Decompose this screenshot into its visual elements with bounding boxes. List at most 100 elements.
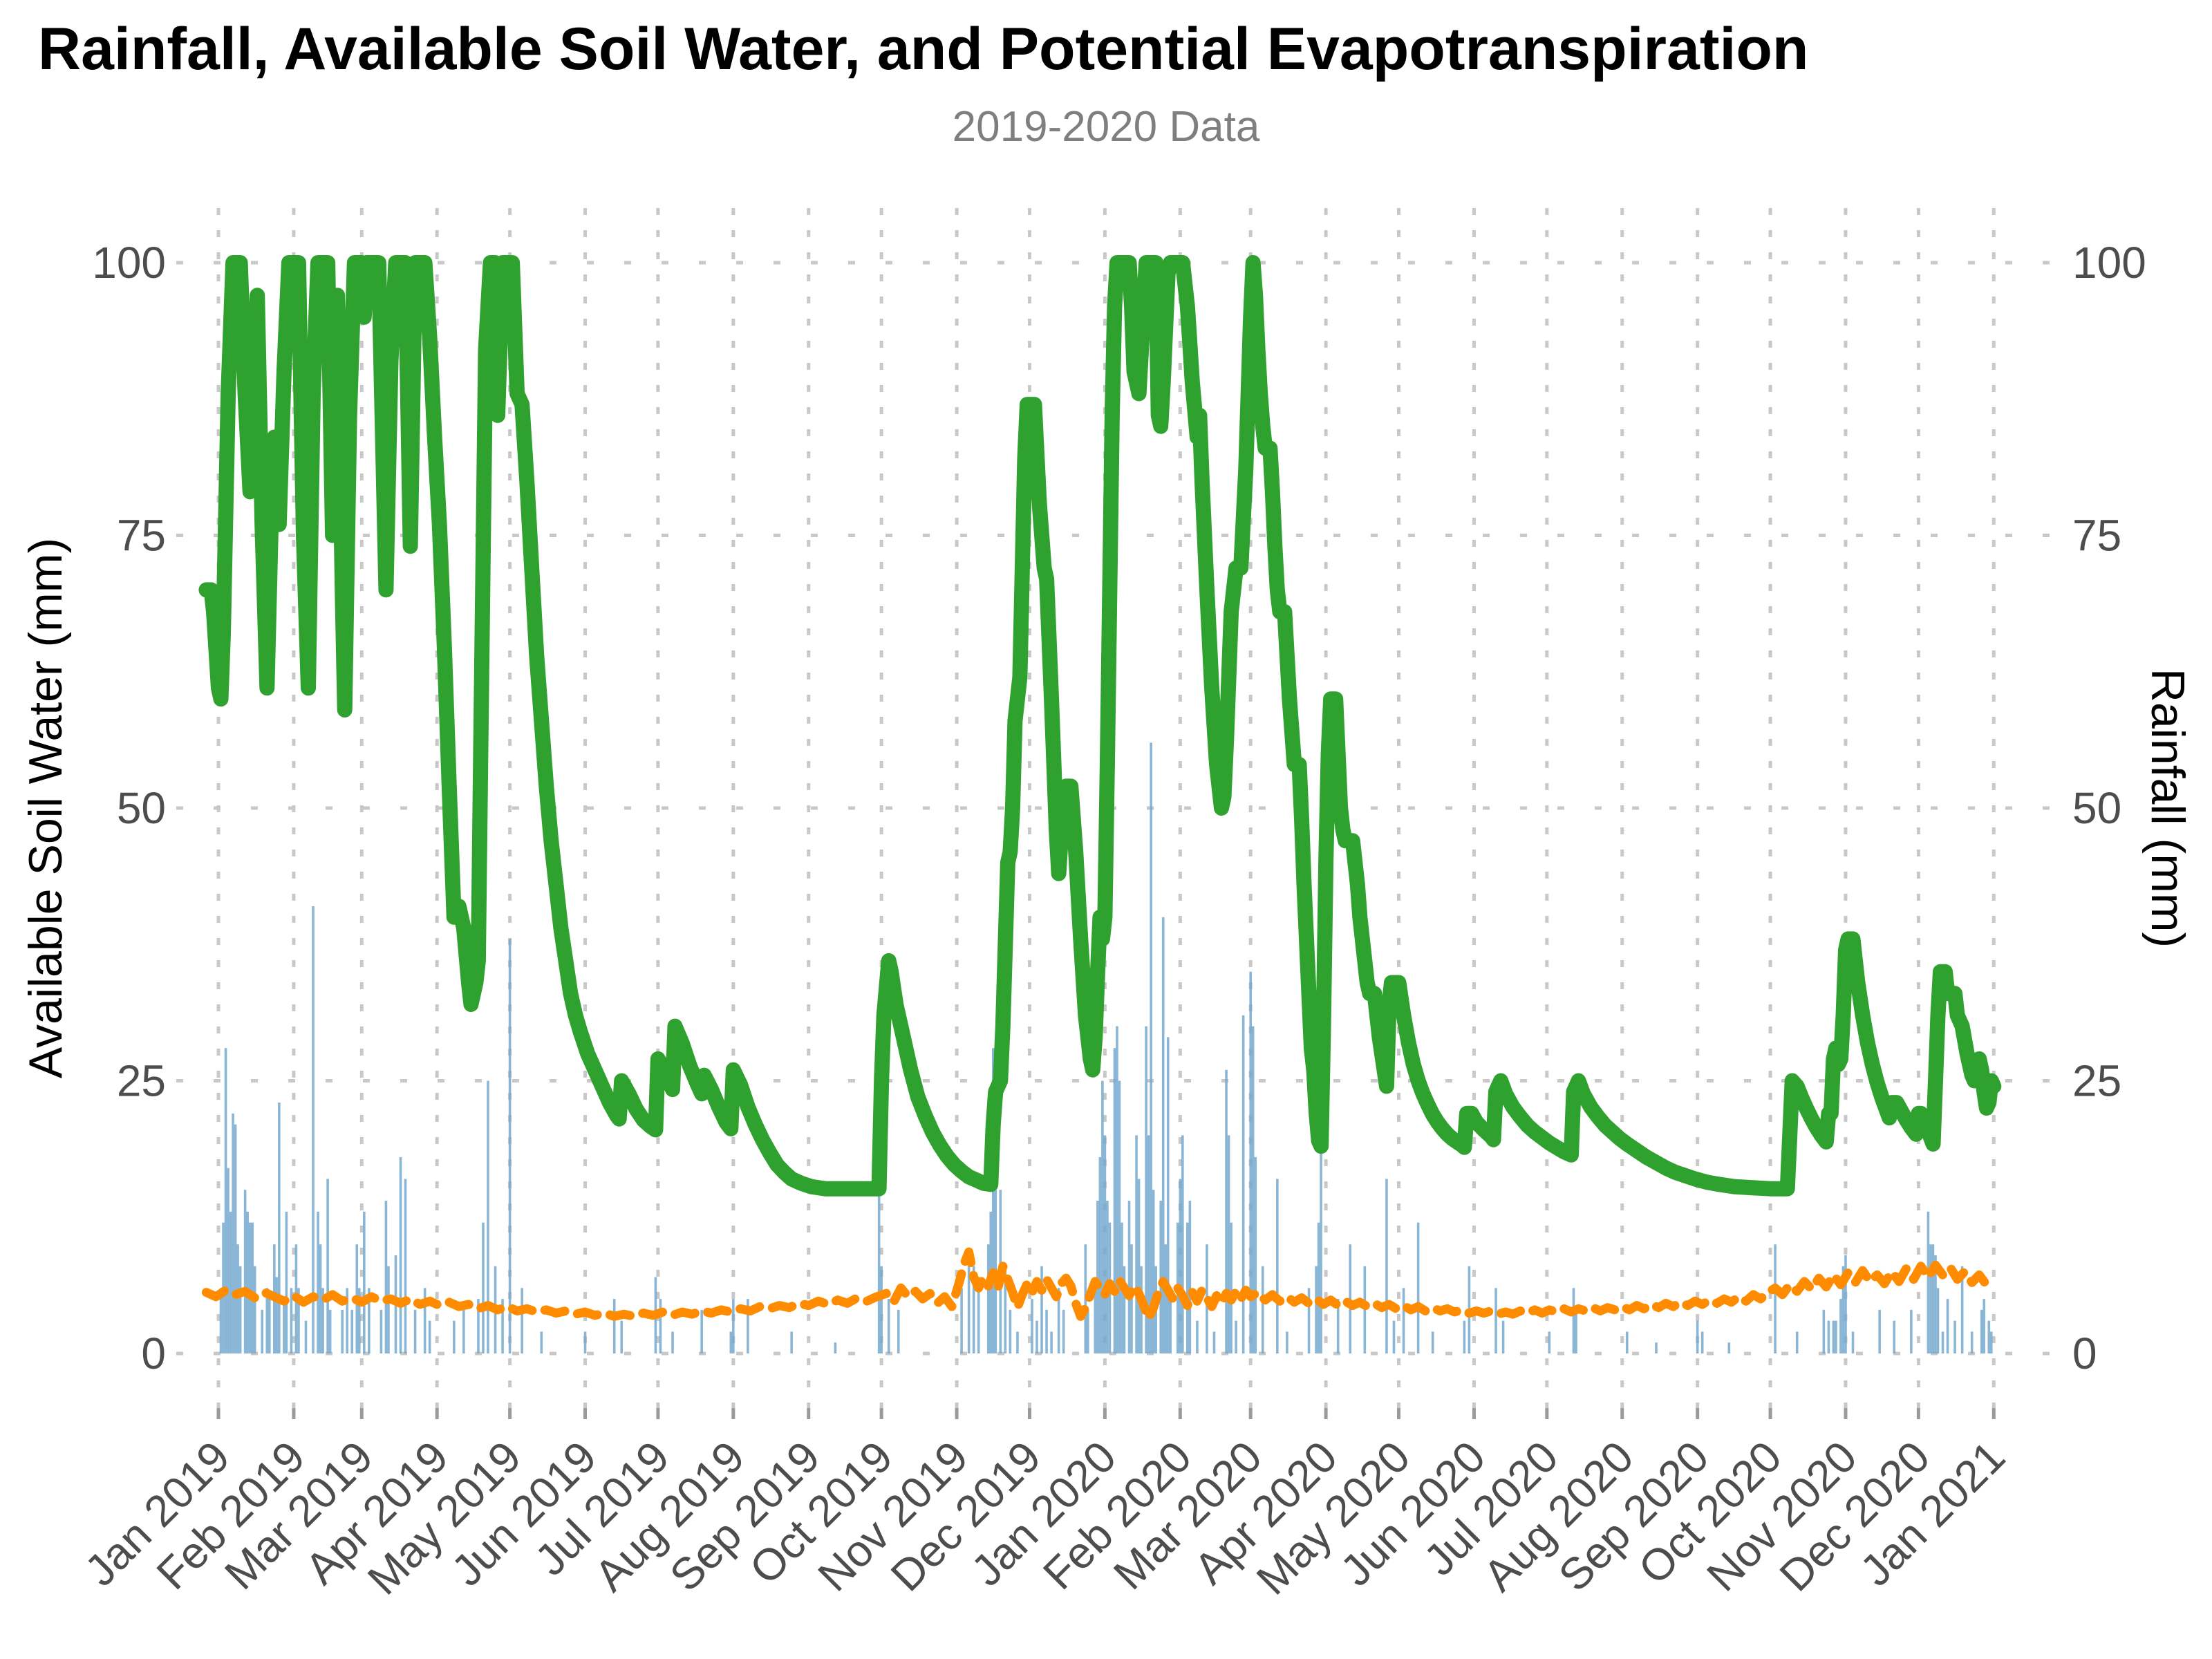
rain-bar bbox=[887, 1299, 890, 1353]
rain-bar bbox=[1953, 1320, 1956, 1353]
rain-bar bbox=[1827, 1320, 1830, 1353]
chart-subtitle: 2019-2020 Data bbox=[952, 103, 1260, 151]
rain-bar bbox=[1960, 1266, 1964, 1353]
rain-bar bbox=[1832, 1320, 1835, 1353]
rain-bar bbox=[1946, 1299, 1949, 1353]
rain-bar bbox=[880, 1266, 883, 1353]
rain-bar bbox=[278, 1103, 281, 1353]
rain-bar bbox=[1188, 1201, 1192, 1353]
rain-bar bbox=[1851, 1331, 1855, 1353]
rain-bar bbox=[1416, 1222, 1420, 1353]
rain-bar bbox=[1392, 1320, 1396, 1353]
rain-bar bbox=[227, 1168, 229, 1353]
rain-bar bbox=[1625, 1331, 1629, 1353]
rain-bar bbox=[1230, 1222, 1232, 1353]
rain-bar bbox=[1164, 1244, 1168, 1353]
rain-bar bbox=[1016, 1331, 1019, 1353]
rain-bar bbox=[253, 1266, 256, 1353]
rain-bar bbox=[977, 1277, 980, 1353]
left-tick-label: 100 bbox=[92, 238, 166, 288]
rain-bar bbox=[659, 1299, 662, 1353]
rain-bar bbox=[1166, 1037, 1170, 1353]
rain-bar bbox=[1159, 1201, 1162, 1353]
rain-bar bbox=[1929, 1244, 1932, 1353]
rain-bar bbox=[1050, 1331, 1053, 1353]
rain-bar bbox=[1181, 1135, 1184, 1353]
rain-bar bbox=[234, 1124, 237, 1353]
rain-bar bbox=[1212, 1331, 1216, 1353]
rain-bar bbox=[612, 1299, 616, 1353]
rain-bar bbox=[1839, 1299, 1842, 1353]
available-soil-water-line bbox=[198, 255, 2002, 1197]
rain-bar bbox=[357, 1288, 361, 1353]
rain-bar bbox=[350, 1309, 354, 1353]
rain-bar bbox=[1235, 1320, 1237, 1353]
right-tick-label: 25 bbox=[2072, 1056, 2121, 1106]
rain-bar bbox=[1137, 1179, 1141, 1353]
rain-bar bbox=[379, 1309, 383, 1353]
rain-bar bbox=[243, 1190, 247, 1353]
rain-bar bbox=[1402, 1288, 1405, 1353]
rain-bar bbox=[1009, 1309, 1012, 1353]
rain-bar bbox=[1098, 1156, 1102, 1353]
rain-bar bbox=[387, 1266, 390, 1353]
rain-bar bbox=[1227, 1135, 1230, 1353]
rain-bar bbox=[1241, 1015, 1245, 1353]
rain-bar bbox=[268, 1299, 271, 1353]
rain-bar bbox=[1315, 1266, 1318, 1353]
rain-bar bbox=[285, 1211, 288, 1353]
rain-bar bbox=[384, 1201, 388, 1353]
rain-bar bbox=[1910, 1309, 1913, 1353]
rain-bar bbox=[297, 1288, 300, 1353]
rain-bar bbox=[1431, 1331, 1434, 1353]
rain-bar bbox=[224, 1048, 227, 1353]
rain-bar bbox=[1501, 1320, 1505, 1353]
rain-bar bbox=[312, 906, 315, 1353]
rain-bar bbox=[1249, 971, 1252, 1353]
rain-bar bbox=[229, 1211, 232, 1353]
rain-bar bbox=[1161, 917, 1165, 1353]
rain-bar bbox=[671, 1331, 674, 1353]
rain-bar bbox=[1045, 1309, 1048, 1353]
rain-bar bbox=[1989, 1331, 1993, 1353]
rain-bar bbox=[1179, 1179, 1182, 1353]
right-tick-label: 75 bbox=[2072, 511, 2121, 561]
rain-bar bbox=[290, 1288, 293, 1353]
rain-bar bbox=[1031, 1299, 1033, 1353]
rain-bar bbox=[1096, 1201, 1099, 1353]
rain-bar bbox=[404, 1179, 407, 1353]
rain-bar bbox=[1307, 1288, 1311, 1353]
rain-bar bbox=[1385, 1179, 1388, 1353]
left-tick-label: 75 bbox=[117, 511, 166, 561]
rain-bar bbox=[275, 1277, 279, 1353]
rain-bar bbox=[1822, 1309, 1826, 1353]
rain-bar bbox=[219, 1288, 223, 1353]
rain-bar bbox=[319, 1244, 322, 1353]
rain-bar bbox=[897, 1309, 900, 1353]
rain-bar bbox=[972, 1266, 975, 1353]
rain-bar bbox=[1494, 1288, 1497, 1353]
rain-bar bbox=[1317, 1222, 1320, 1353]
rain-bar bbox=[1987, 1320, 1991, 1353]
rain-bar bbox=[363, 1211, 366, 1353]
rain-bar bbox=[1169, 1288, 1172, 1353]
rain-bar bbox=[1152, 1190, 1155, 1353]
rain-bar bbox=[1150, 742, 1152, 1353]
rain-bar bbox=[1127, 1201, 1131, 1353]
rain-bar bbox=[261, 1309, 264, 1353]
rain-bar bbox=[732, 1299, 735, 1353]
chart-title: Rainfall, Available Soil Water, and Pote… bbox=[38, 16, 1809, 82]
rain-bar bbox=[986, 1244, 990, 1353]
rain-bar bbox=[452, 1320, 456, 1353]
rain-bar bbox=[501, 1299, 504, 1353]
rain-bar bbox=[521, 1288, 523, 1353]
rain-bar bbox=[413, 1309, 417, 1353]
rain-bar bbox=[1795, 1331, 1799, 1353]
rain-bar bbox=[1463, 1320, 1466, 1353]
rain-bar bbox=[1700, 1331, 1704, 1353]
rain-bar bbox=[700, 1309, 703, 1353]
rain-bar bbox=[1123, 1266, 1126, 1353]
rain-bar bbox=[1934, 1255, 1937, 1353]
data-lines bbox=[198, 255, 2002, 1323]
rain-bar bbox=[1936, 1288, 1940, 1353]
